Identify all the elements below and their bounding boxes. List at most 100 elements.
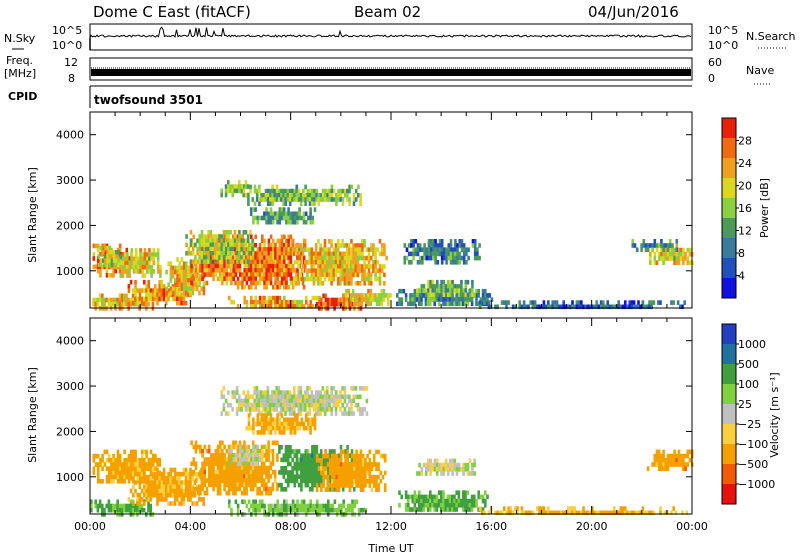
range-gate-cell [271,219,275,225]
range-gate-cell [309,507,312,513]
range-gate-cell [112,453,115,459]
range-gate-cell [308,411,311,416]
range-gate-cell [337,470,341,476]
range-gate-cell [389,293,392,298]
range-gate-cell [617,510,620,516]
range-gate-cell [269,276,273,282]
range-gate-cell [432,247,435,252]
range-gate-cell [290,407,294,412]
range-gate-cell [180,286,184,292]
range-gate-cell [286,470,290,475]
range-gate-cell [291,474,294,479]
range-gate-cell [337,466,341,471]
range-gate-cell [302,219,306,225]
range-gate-cell [180,497,183,502]
range-gate-cell [664,462,668,467]
range-gate-cell [140,449,144,455]
range-gate-cell [258,268,262,273]
range-gate-cell [328,407,331,412]
range-gate-cell [203,461,207,467]
range-gate-cell [214,453,218,458]
range-gate-cell [466,297,469,302]
range-gate-cell [333,462,336,467]
range-gate-cell [193,501,197,506]
range-gate-cell [216,469,220,475]
range-gate-cell [398,490,401,495]
range-gate-cell [320,462,323,467]
range-gate-cell [107,453,111,459]
range-gate-cell [300,457,303,463]
range-gate-cell [235,386,239,391]
range-gate-cell [343,301,346,307]
range-gate-cell [369,255,373,261]
range-gate-cell [107,466,111,471]
range-gate-cell [274,215,277,221]
range-gate-cell [429,251,433,257]
x-tick-label: 00:00 [74,520,106,533]
range-gate-cell [651,243,654,248]
range-gate-cell [195,471,199,477]
range-gate-cell [138,480,142,485]
range-gate-cell [191,286,195,292]
range-gate-cell [218,444,222,450]
nsky-label: N.Sky [4,32,36,45]
range-gate-cell [114,462,118,467]
range-gate-cell [470,507,474,512]
range-gate-cell [210,234,213,240]
range-gate-cell [335,479,339,484]
range-gate-cell [356,394,360,400]
range-gate-cell [254,453,257,458]
range-gate-cell [154,476,157,481]
range-gate-cell [404,490,408,495]
range-gate-cell [287,242,290,248]
range-gate-cell [121,470,124,476]
range-gate-cell [344,479,347,484]
range-gate-cell [317,390,320,395]
colorbar-tick-label: −1000 [738,478,775,491]
range-gate-cell [352,247,355,252]
range-gate-cell [218,263,222,269]
range-gate-cell [323,407,327,412]
range-gate-cell [418,494,421,500]
range-gate-cell [293,188,296,194]
range-gate-cell [253,398,256,404]
range-gate-cell [571,300,574,305]
range-gate-cell [275,197,279,202]
range-gate-cell [306,461,310,467]
range-gate-cell [214,457,218,462]
range-gate-cell [104,245,107,251]
range-gate-cell [261,299,264,305]
range-gate-cell [230,299,233,305]
range-gate-cell [101,301,104,307]
range-gate-cell [273,469,277,475]
range-gate-cell [333,458,336,463]
range-gate-cell [426,498,430,504]
range-gate-cell [666,256,670,261]
range-gate-cell [335,474,339,480]
range-gate-cell [433,498,436,504]
range-gate-cell [132,269,136,274]
range-gate-cell [374,260,377,265]
range-gate-cell [284,445,288,450]
range-gate-cell [232,444,235,450]
range-gate-cell [339,483,343,488]
range-gate-cell [121,264,125,270]
range-gate-cell [473,494,476,500]
range-gate-cell [331,483,334,488]
range-gate-cell [223,486,226,492]
range-gate-cell [343,251,347,257]
range-gate-cell [295,243,298,248]
range-gate-cell [258,215,262,221]
y-tick-label: 4000 [56,129,84,142]
range-gate-cell [138,292,142,298]
range-gate-cell [143,492,146,498]
range-gate-cell [187,265,190,271]
range-gate-cell [413,498,417,504]
range-gate-cell [335,458,339,463]
range-gate-cell [276,238,279,244]
range-gate-cell [278,299,282,305]
range-gate-cell [263,272,266,277]
range-gate-cell [604,510,607,516]
range-gate-cell [346,483,350,488]
